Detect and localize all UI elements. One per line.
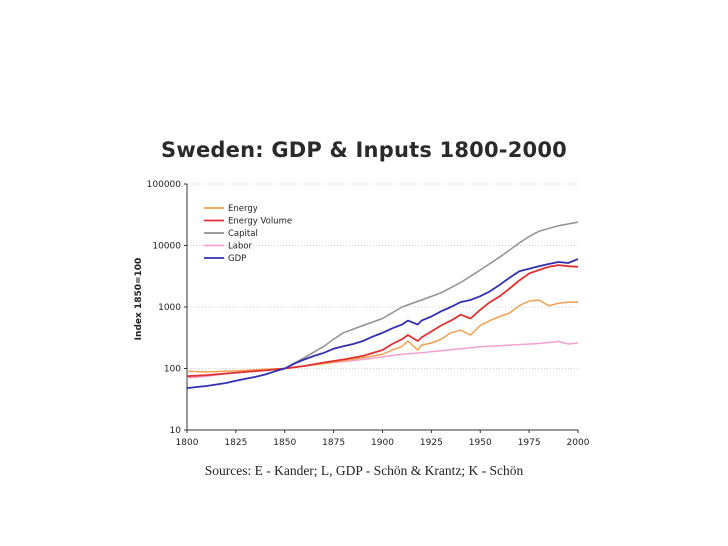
legend-label-gdp: GDP <box>228 254 246 264</box>
series-line-energy-volume <box>186 264 579 378</box>
x-tick-label: 1925 <box>420 438 443 448</box>
series-line-gdp <box>186 258 579 389</box>
y-axis-label: Index 1850=100 <box>134 258 144 341</box>
legend-label-capital: Capital <box>228 229 258 239</box>
x-tick-label: 1850 <box>273 438 296 448</box>
legend-label-labor: Labor <box>228 242 253 252</box>
x-tick-label: 2000 <box>567 438 590 448</box>
x-tick-label: 1875 <box>322 438 345 448</box>
y-tick-label: 1000 <box>158 303 181 313</box>
y-tick-label: 100000 <box>147 180 182 190</box>
x-tick-label: 1800 <box>176 438 199 448</box>
gridlines <box>187 183 578 369</box>
y-tick-label: 10000 <box>152 242 181 252</box>
legend-label-energy-volume: Energy Volume <box>228 217 292 227</box>
series-line-energy <box>186 299 578 373</box>
series-lines <box>186 221 579 389</box>
x-tick-label: 1950 <box>469 438 492 448</box>
y-tick-label: 10 <box>170 426 182 436</box>
sources-note: Sources: E - Kander; L, GDP - Schön & Kr… <box>204 463 524 478</box>
legend-label-energy: Energy <box>228 204 258 214</box>
axis-ticks: 10 100 1000 10000 100000 1800 1825 1850 1875 1900… <box>147 180 590 448</box>
chart-title: Sweden: GDP & Inputs 1800-2000 <box>161 138 567 162</box>
series-line-capital <box>284 221 579 370</box>
x-tick-label: 1975 <box>518 438 541 448</box>
x-tick-label: 1900 <box>371 438 394 448</box>
y-tick-label: 100 <box>164 365 181 375</box>
x-tick-label: 1825 <box>224 438 247 448</box>
legend: Energy Energy Volume Capital Labor GDP <box>204 204 292 264</box>
